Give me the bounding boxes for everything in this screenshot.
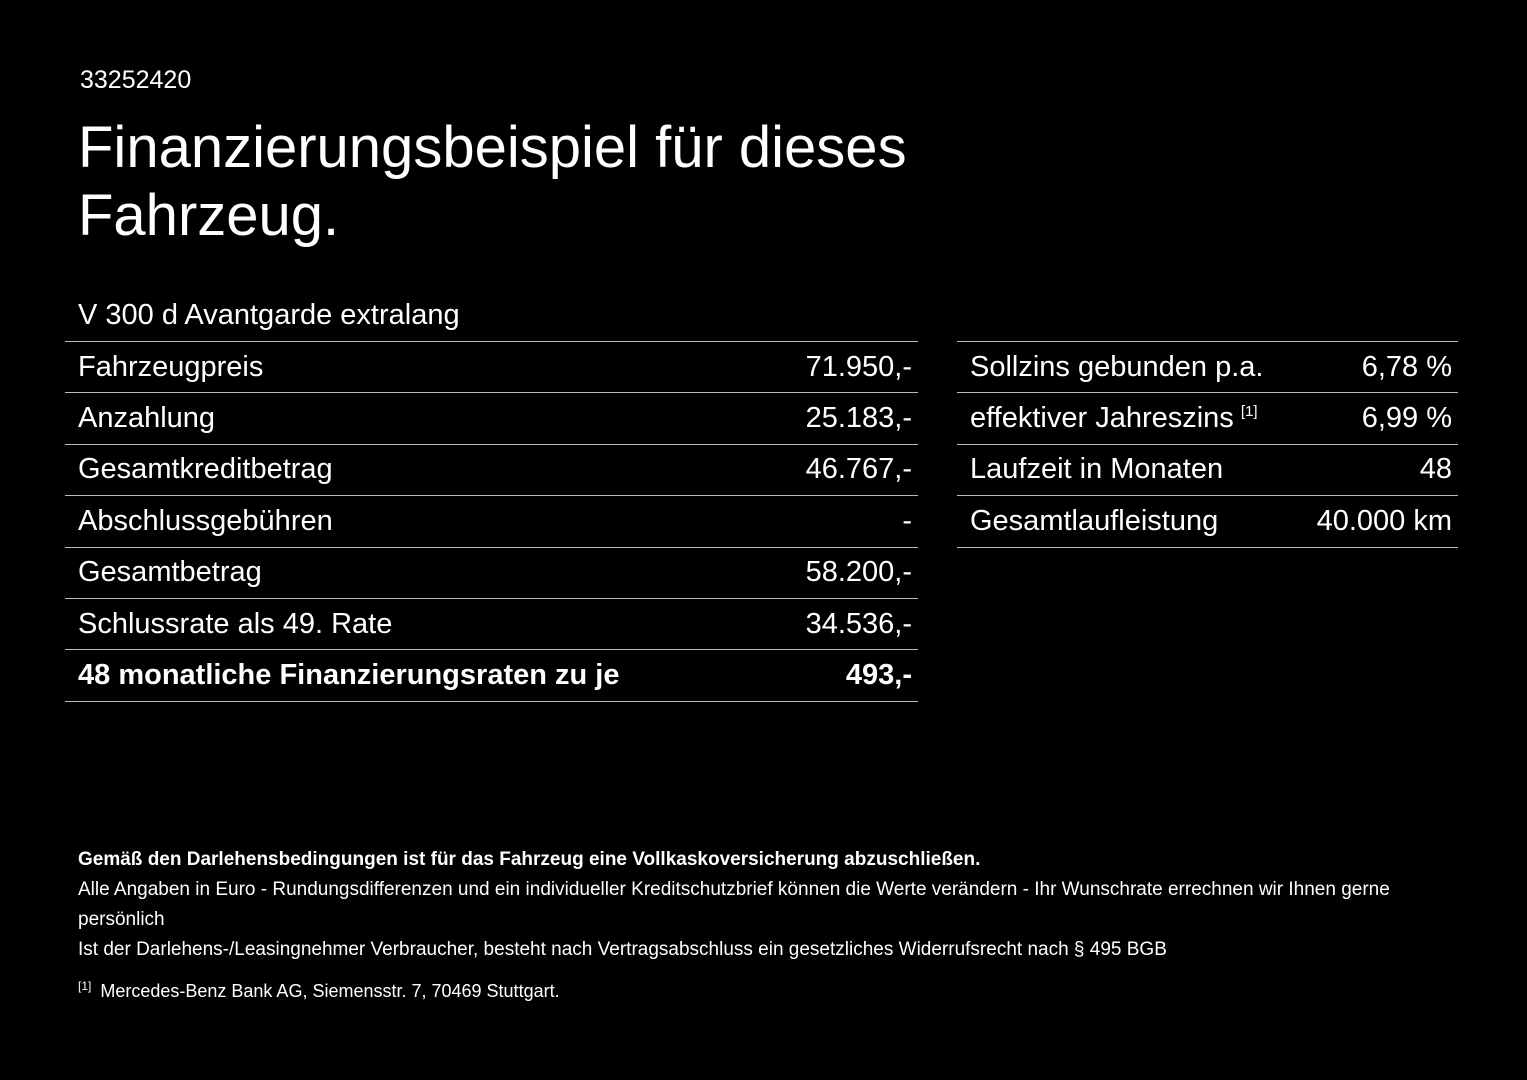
footnote-ref: [1] bbox=[1240, 403, 1258, 421]
table-row-abschlussgebuehren: Abschlussgebühren - bbox=[65, 496, 918, 548]
table-row-gesamtlaufleistung: Gesamtlaufleistung 40.000 km bbox=[957, 496, 1458, 548]
row-value: 46.767,- bbox=[805, 453, 912, 486]
row-label: Sollzins gebunden p.a. bbox=[970, 350, 1264, 383]
table-row-gesamtkreditbetrag: Gesamtkreditbetrag 46.767,- bbox=[65, 445, 918, 497]
disclaimer-line-2: Ist der Darlehens-/Leasingnehmer Verbrau… bbox=[78, 939, 1167, 960]
row-value: 34.536,- bbox=[805, 607, 912, 640]
row-value: 48 bbox=[1419, 453, 1452, 486]
footer-disclaimer: Gemäß den Darlehensbedingungen ist für d… bbox=[78, 845, 1450, 1006]
conditions-table: Sollzins gebunden p.a. 6,78 % effektiver… bbox=[957, 341, 1458, 548]
table-row-gesamtbetrag: Gesamtbetrag 58.200,- bbox=[65, 548, 918, 599]
row-value: 71.950,- bbox=[805, 350, 912, 383]
insurance-note: Gemäß den Darlehensbedingungen ist für d… bbox=[78, 849, 981, 870]
row-value: 25.183,- bbox=[805, 402, 912, 435]
row-label-text: effektiver Jahreszins bbox=[970, 402, 1234, 435]
table-row-laufzeit: Laufzeit in Monaten 48 bbox=[957, 445, 1458, 497]
row-value: 493,- bbox=[845, 659, 912, 692]
table-row-sollzins: Sollzins gebunden p.a. 6,78 % bbox=[957, 342, 1458, 394]
row-label: Gesamtbetrag bbox=[78, 556, 262, 589]
table-row-effektiver-jahreszins: effektiver Jahreszins [1] 6,99 % bbox=[957, 393, 1458, 445]
disclaimer-line-1: Alle Angaben in Euro - Rundungsdifferenz… bbox=[78, 879, 1390, 930]
footnote-marker: [1] bbox=[78, 979, 92, 993]
table-row-monatsraten: 48 monatliche Finanzierungsraten zu je 4… bbox=[65, 650, 918, 702]
row-label: Abschlussgebühren bbox=[78, 504, 333, 537]
row-value: 58.200,- bbox=[805, 556, 912, 589]
vehicle-id: 33252420 bbox=[80, 66, 192, 94]
footnote: [1] Mercedes-Benz Bank AG, Siemensstr. 7,… bbox=[78, 971, 1450, 1006]
row-value: 6,99 % bbox=[1361, 402, 1452, 435]
row-label: Anzahlung bbox=[78, 402, 216, 435]
model-name: V 300 d Avantgarde extralang bbox=[78, 299, 460, 331]
footnote-text: Mercedes-Benz Bank AG, Siemensstr. 7, 70… bbox=[100, 981, 560, 1001]
row-value: 40.000 km bbox=[1316, 504, 1452, 537]
row-label: 48 monatliche Finanzierungsraten zu je bbox=[78, 659, 620, 692]
page-title: Finanzierungsbeispiel für dieses Fahrzeu… bbox=[78, 115, 907, 248]
row-label: effektiver Jahreszins [1] bbox=[970, 402, 1258, 435]
row-label: Gesamtlaufleistung bbox=[970, 504, 1219, 537]
financing-table: Fahrzeugpreis 71.950,- Anzahlung 25.183,… bbox=[65, 341, 918, 702]
row-label: Schlussrate als 49. Rate bbox=[78, 607, 393, 640]
row-label: Laufzeit in Monaten bbox=[970, 453, 1224, 486]
row-value: 6,78 % bbox=[1361, 350, 1452, 383]
table-row-fahrzeugpreis: Fahrzeugpreis 71.950,- bbox=[65, 342, 918, 394]
row-label: Fahrzeugpreis bbox=[78, 350, 264, 383]
table-row-anzahlung: Anzahlung 25.183,- bbox=[65, 393, 918, 445]
table-row-schlussrate: Schlussrate als 49. Rate 34.536,- bbox=[65, 599, 918, 651]
row-label: Gesamtkreditbetrag bbox=[78, 453, 333, 486]
row-value: - bbox=[902, 504, 912, 537]
